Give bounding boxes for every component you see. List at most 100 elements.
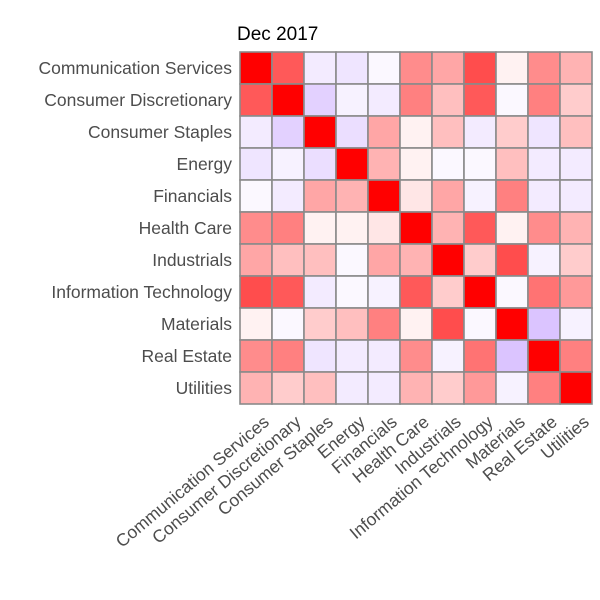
heatmap-cell: [495, 275, 529, 309]
heatmap-cell: [495, 83, 529, 117]
heatmap-cell: [495, 51, 529, 85]
heatmap-cell: [335, 51, 369, 85]
heatmap-cell: [431, 147, 465, 181]
heatmap-cell: [303, 339, 337, 373]
heatmap-cell: [431, 371, 465, 405]
x-tick-label: Consumer Discretionary: [148, 411, 305, 547]
heatmap-cell: [463, 371, 497, 405]
y-tick-label: Consumer Staples: [88, 122, 232, 142]
heatmap-cell: [559, 211, 593, 245]
heatmap-cell: [335, 307, 369, 341]
heatmap-cell: [399, 147, 433, 181]
heatmap-cell: [303, 115, 337, 149]
heatmap-cell: [399, 179, 433, 213]
heatmap-cell: [399, 51, 433, 85]
heatmap-cell: [463, 307, 497, 341]
heatmap-cell: [559, 147, 593, 181]
heatmap-cell: [463, 51, 497, 85]
heatmap-cell: [399, 243, 433, 277]
heatmap-cell: [463, 115, 497, 149]
heatmap-cell: [239, 275, 273, 309]
heatmap-cell: [303, 275, 337, 309]
heatmap-cell: [399, 211, 433, 245]
heatmap-cell: [367, 147, 401, 181]
heatmap-cell: [495, 371, 529, 405]
heatmap-cell: [559, 275, 593, 309]
heatmap-cell: [303, 179, 337, 213]
heatmap-cell: [495, 147, 529, 181]
heatmap-cell: [335, 115, 369, 149]
heatmap-cell: [463, 147, 497, 181]
heatmap-cell: [271, 371, 305, 405]
heatmap-cell: [431, 211, 465, 245]
heatmap-cell: [399, 115, 433, 149]
heatmap-cell: [271, 51, 305, 85]
heatmap-cell: [335, 371, 369, 405]
heatmap-cell: [463, 211, 497, 245]
y-tick-label: Communication Services: [38, 58, 232, 78]
y-tick-labels: Communication Services Consumer Discretio…: [38, 58, 232, 398]
heatmap-cell: [303, 371, 337, 405]
heatmap-cell: [495, 339, 529, 373]
heatmap-cell: [239, 179, 273, 213]
heatmap-cell: [559, 179, 593, 213]
heatmap-cell: [527, 243, 561, 277]
heatmap-cell: [239, 147, 273, 181]
heatmap-cell: [271, 307, 305, 341]
heatmap-cell: [271, 211, 305, 245]
heatmap-cell: [303, 211, 337, 245]
heatmap-cell: [303, 307, 337, 341]
heatmap-cell: [367, 115, 401, 149]
y-tick-label: Industrials: [152, 250, 232, 270]
heatmap-cell: [271, 147, 305, 181]
heatmap-cell: [239, 51, 273, 85]
heatmap-cell: [527, 147, 561, 181]
heatmap-cell: [559, 51, 593, 85]
heatmap-cell: [399, 83, 433, 117]
heatmap-cell: [559, 243, 593, 277]
heatmap-cell: [399, 371, 433, 405]
heatmap-cell: [335, 275, 369, 309]
heatmap-cell: [559, 83, 593, 117]
chart-title: Dec 2017: [237, 24, 318, 45]
heatmap-cell: [271, 339, 305, 373]
heatmap-cell: [559, 339, 593, 373]
heatmap-cell: [527, 371, 561, 405]
heatmap-cell: [431, 179, 465, 213]
heatmap-cell: [239, 243, 273, 277]
heatmap-cell: [495, 243, 529, 277]
heatmap-cell: [527, 339, 561, 373]
y-tick-label: Materials: [161, 314, 232, 334]
heatmap-cell: [431, 51, 465, 85]
heatmap-cell: [463, 83, 497, 117]
heatmap-cell: [431, 115, 465, 149]
heatmap-cell: [303, 243, 337, 277]
heatmap-cell: [431, 339, 465, 373]
heatmap-cell: [495, 211, 529, 245]
heatmap-cell: [495, 179, 529, 213]
heatmap-cell: [367, 307, 401, 341]
heatmap-cell: [335, 179, 369, 213]
heatmap-cell: [335, 147, 369, 181]
heatmap-cell: [335, 339, 369, 373]
heatmap-cell: [303, 83, 337, 117]
heatmap-cell: [559, 307, 593, 341]
heatmap-cell: [367, 371, 401, 405]
heatmap-cell: [463, 179, 497, 213]
heatmap-cell: [463, 339, 497, 373]
heatmap-cell: [399, 339, 433, 373]
heatmap-cell: [303, 51, 337, 85]
heatmap-cell: [271, 83, 305, 117]
heatmap-cell: [495, 115, 529, 149]
heatmap-cell: [239, 307, 273, 341]
heatmap-cells: [239, 51, 593, 405]
heatmap-cell: [367, 51, 401, 85]
heatmap-cell: [559, 115, 593, 149]
heatmap-cell: [271, 179, 305, 213]
heatmap-cell: [495, 307, 529, 341]
heatmap-cell: [271, 243, 305, 277]
heatmap-cell: [367, 339, 401, 373]
heatmap-cell: [527, 211, 561, 245]
y-tick-label: Utilities: [176, 378, 233, 398]
